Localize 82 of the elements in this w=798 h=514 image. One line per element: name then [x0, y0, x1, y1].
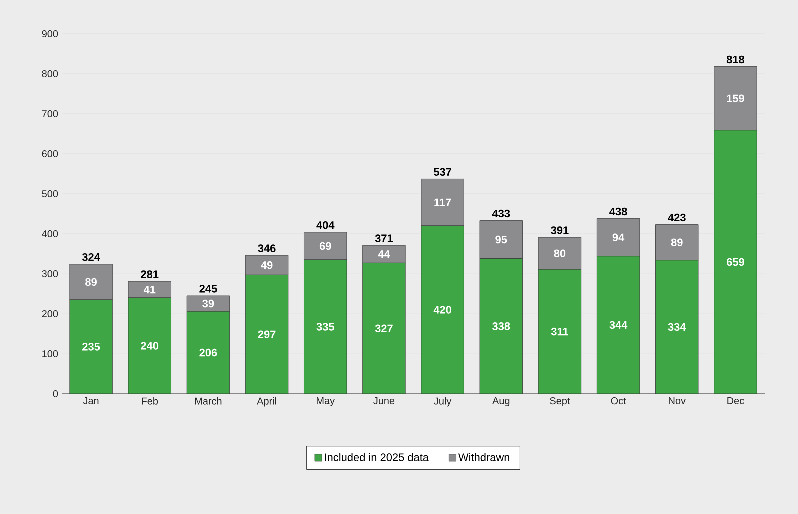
- y-tick-label: 600: [42, 150, 58, 158]
- data-label: 240: [141, 342, 159, 350]
- data-label: 334: [668, 323, 686, 332]
- legend-label: Withdrawn: [458, 453, 510, 462]
- x-tick-label: Feb: [142, 398, 158, 405]
- data-label: 41: [144, 286, 156, 294]
- total-label: 438: [610, 208, 628, 216]
- data-label: 327: [375, 324, 393, 332]
- y-tick-label: 200: [42, 310, 58, 318]
- x-tick-label: June: [374, 398, 395, 404]
- bar: [421, 226, 464, 394]
- x-tick-label: Dec: [728, 398, 744, 404]
- x-tick-label: July: [434, 398, 452, 407]
- y-tick-label: 100: [42, 350, 58, 358]
- x-tick-label: Oct: [611, 398, 626, 405]
- total-label: 346: [258, 244, 276, 252]
- x-tick-label: May: [317, 398, 336, 406]
- total-label: 245: [200, 285, 218, 293]
- bar: [362, 263, 406, 394]
- bar: [596, 218, 640, 257]
- bar: [538, 269, 582, 394]
- bar: [128, 281, 172, 298]
- bar: [245, 275, 289, 394]
- y-tick-label: 800: [42, 70, 58, 78]
- data-label: 159: [727, 94, 744, 102]
- total-label: 423: [668, 214, 686, 222]
- data-label: 49: [261, 262, 273, 270]
- y-tick-label: 0: [53, 390, 58, 398]
- data-label: 338: [492, 322, 510, 330]
- data-label: 235: [82, 343, 100, 351]
- total-label: 281: [141, 270, 159, 278]
- y-tick-label: 700: [42, 110, 58, 118]
- bar: [304, 260, 348, 394]
- data-label: 95: [496, 236, 508, 244]
- x-tick-label: Jan: [83, 398, 99, 404]
- total-label: 404: [316, 221, 335, 230]
- bar: [70, 300, 113, 394]
- data-label: 659: [726, 258, 744, 266]
- y-tick-label: 500: [42, 190, 58, 198]
- total-label: 371: [375, 234, 394, 242]
- total-label: 391: [551, 226, 569, 234]
- bar: [480, 220, 523, 259]
- data-label: 44: [378, 250, 390, 258]
- total-label: 537: [434, 168, 452, 176]
- bar: [186, 296, 230, 312]
- bar: [362, 245, 406, 264]
- data-label: 89: [86, 278, 97, 286]
- bar: [304, 232, 348, 260]
- y-tick-label: 900: [42, 30, 58, 38]
- total-label: 818: [726, 56, 745, 64]
- bar: [128, 298, 172, 394]
- data-label: 297: [258, 330, 276, 338]
- total-label: 324: [82, 253, 100, 262]
- bar: [656, 260, 699, 394]
- data-label: 39: [202, 300, 214, 308]
- bar: [480, 258, 523, 394]
- x-tick-label: Sept: [550, 398, 570, 407]
- bar: [656, 224, 699, 261]
- data-label: 69: [320, 242, 332, 250]
- data-label: 344: [610, 321, 628, 330]
- data-label: 117: [434, 198, 452, 206]
- data-label: 89: [671, 238, 683, 246]
- x-tick-label: March: [195, 398, 222, 405]
- x-tick-label: April: [257, 398, 276, 407]
- bar: [421, 179, 464, 226]
- bar: [596, 256, 640, 394]
- data-label: 420: [434, 306, 452, 314]
- data-label: 335: [316, 323, 334, 331]
- x-tick-label: Nov: [669, 398, 686, 404]
- total-label: 433: [492, 210, 510, 218]
- y-tick-label: 400: [42, 230, 58, 238]
- data-label: 80: [554, 250, 566, 258]
- data-label: 206: [200, 348, 218, 357]
- data-label: 94: [612, 234, 625, 242]
- bar: [714, 130, 758, 394]
- x-tick-label: Aug: [492, 398, 510, 406]
- legend-label: Included in 2025 data: [325, 453, 430, 462]
- bar: [245, 255, 289, 276]
- bar: [186, 311, 230, 394]
- data-label: 311: [551, 328, 568, 336]
- bar: [538, 237, 582, 270]
- y-tick-label: 300: [42, 270, 58, 278]
